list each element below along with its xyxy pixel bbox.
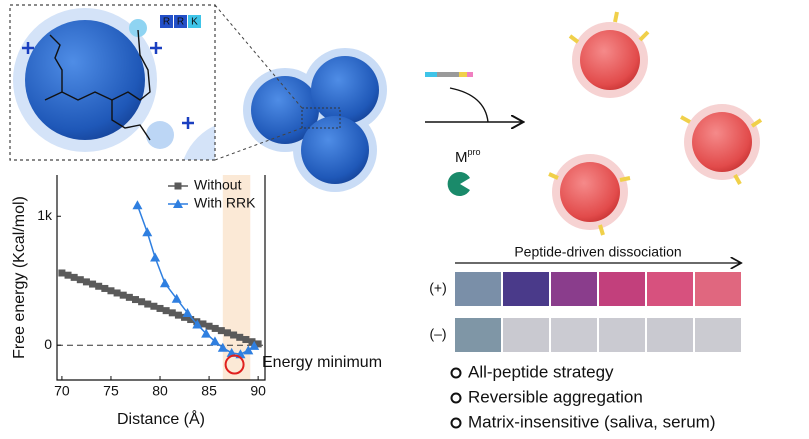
residue-label: K [191, 17, 198, 28]
residue-box [160, 15, 173, 28]
highlight-band [222, 175, 251, 380]
point [249, 340, 260, 350]
y-axis-label: Free energy (Kcal/mol) [11, 196, 28, 359]
reaction: Mpro [425, 72, 522, 196]
swatch [599, 318, 645, 352]
point [159, 278, 170, 288]
point [76, 276, 84, 284]
bullet [450, 392, 462, 404]
point [248, 338, 256, 346]
swatch [455, 272, 501, 306]
residue-box [188, 15, 201, 28]
point [217, 327, 225, 335]
point [82, 278, 90, 286]
chart: 70 75 80 85 90 0 1k Distance (Å) Free energy (Kc… [11, 175, 382, 428]
residue-box [174, 15, 187, 28]
point [171, 293, 182, 303]
features: All-peptide strategy Reversible aggregati… [450, 362, 716, 431]
point [201, 328, 212, 338]
point [254, 340, 262, 348]
point [156, 304, 164, 312]
point [242, 336, 250, 344]
point [174, 311, 182, 319]
point [142, 227, 153, 237]
x-tick-label: 75 [103, 383, 119, 399]
point [168, 309, 176, 317]
y-tick-label: 1k [37, 207, 53, 223]
point [243, 345, 254, 355]
point [205, 322, 213, 330]
colorimetric: Peptide-driven dissociation (+) (–) [429, 244, 741, 352]
x-tick-label: 85 [201, 383, 217, 399]
point [209, 336, 220, 346]
swatch [647, 318, 693, 352]
plot [58, 200, 262, 359]
point [182, 307, 193, 317]
point [199, 320, 207, 328]
row-label: (–) [429, 326, 446, 342]
enzyme-label: Mpro [455, 147, 481, 166]
x-tick-label: 80 [152, 383, 168, 399]
legend-label: Without [194, 177, 242, 193]
feature: Matrix-insensitive (saliva, serum) [468, 412, 716, 431]
point [187, 316, 195, 324]
point [107, 287, 115, 295]
point [119, 291, 127, 299]
feature: All-peptide strategy [468, 362, 614, 381]
colorimetric-title: Peptide-driven dissociation [514, 244, 681, 260]
minimum-label: Energy minimum [262, 354, 382, 371]
point [192, 319, 203, 329]
bullet [450, 417, 462, 429]
point [174, 182, 182, 190]
swatch [647, 272, 693, 306]
swatch [695, 272, 741, 306]
swatch [551, 272, 597, 306]
x-tick-label: 70 [54, 383, 70, 399]
point [211, 324, 219, 332]
point [181, 313, 189, 321]
point [162, 307, 170, 315]
point [150, 252, 161, 262]
residue-label: R [177, 17, 184, 28]
x-tick-label: 90 [250, 383, 266, 399]
dispersed-particles [548, 11, 763, 236]
swatch [599, 272, 645, 306]
point [125, 293, 133, 301]
swatch [551, 318, 597, 352]
minimum-marker [224, 354, 245, 375]
point [132, 200, 143, 210]
point [64, 271, 72, 279]
swatch [455, 318, 501, 352]
feature: Reversible aggregation [468, 387, 643, 406]
x-axis-label: Distance (Å) [117, 409, 205, 428]
point [131, 296, 139, 304]
bullet [450, 367, 462, 379]
point [150, 302, 158, 310]
swatch [503, 272, 549, 306]
axes [56, 175, 266, 381]
swatch [503, 318, 549, 352]
point [144, 300, 152, 308]
point [138, 298, 146, 306]
point [95, 282, 103, 290]
point [217, 342, 228, 352]
point [89, 280, 97, 288]
point [173, 199, 183, 208]
point [230, 331, 238, 339]
point [236, 333, 244, 341]
point [223, 329, 231, 337]
cluster [214, 4, 387, 192]
row-label: (+) [429, 280, 447, 296]
legend-label: With RRK [194, 195, 256, 211]
y-tick-label: 0 [44, 336, 52, 352]
swatch [695, 318, 741, 352]
point [58, 269, 66, 277]
point [70, 273, 78, 281]
point [113, 289, 121, 297]
point [101, 284, 109, 292]
residue-label: R [163, 17, 170, 28]
